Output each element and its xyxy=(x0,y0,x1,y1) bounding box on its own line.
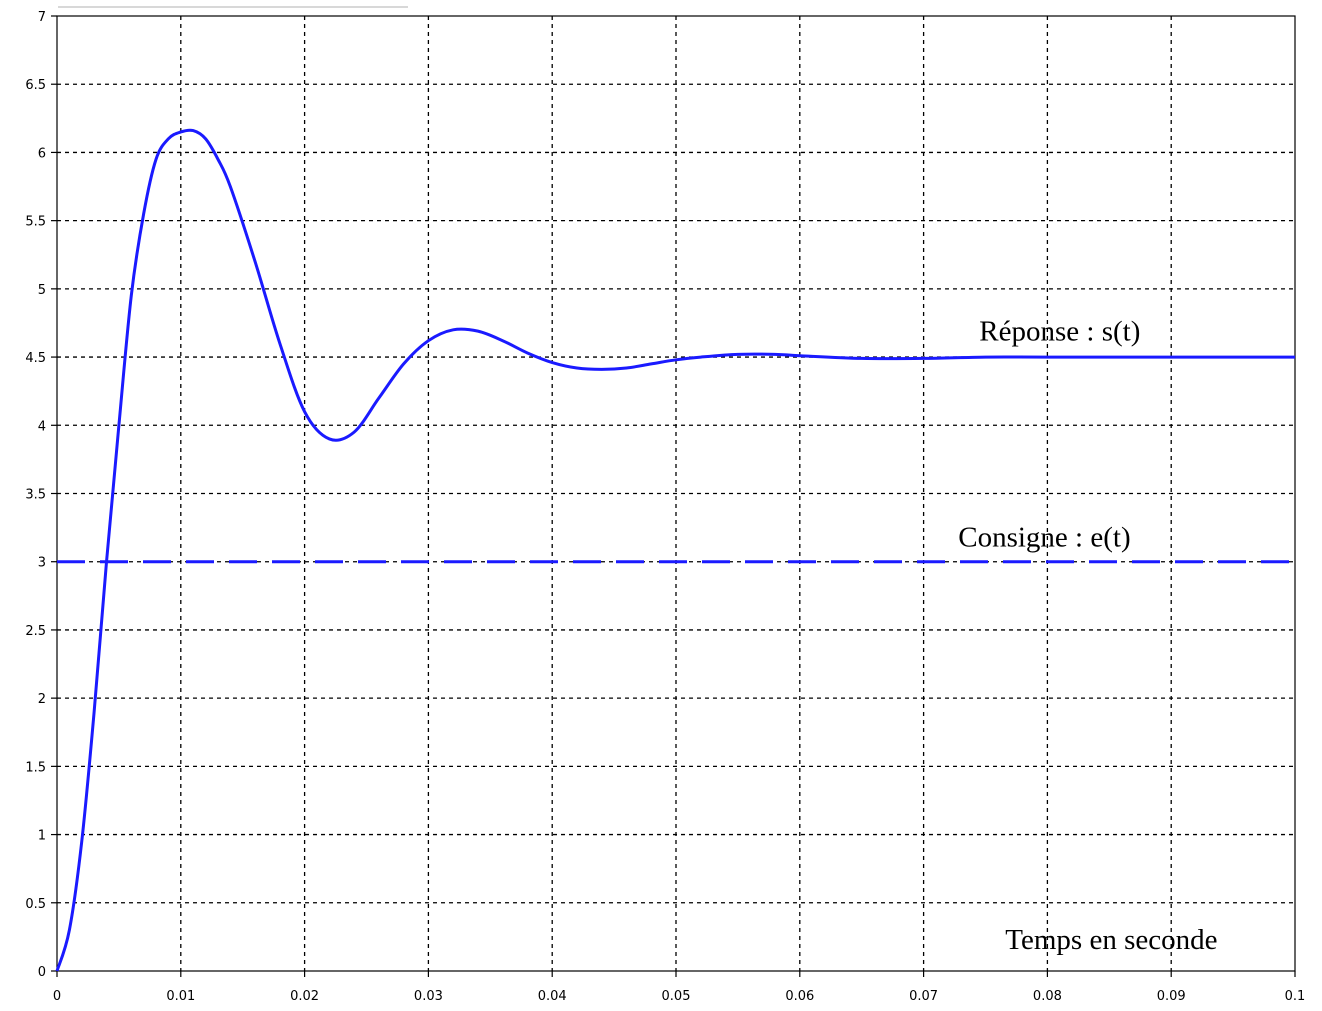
x-tick-label: 0.03 xyxy=(414,989,443,1004)
y-tick-label: 0 xyxy=(38,965,46,980)
y-tick-label: 5.5 xyxy=(25,215,46,230)
y-tick-label: 2 xyxy=(38,692,46,707)
x-tick-label: 0 xyxy=(53,989,61,1004)
x-tick-label: 0.08 xyxy=(1033,989,1062,1004)
annotation-time-axis: Temps en seconde xyxy=(1005,924,1217,956)
x-tick-label: 0.01 xyxy=(166,989,195,1004)
annotation-reponse: Réponse : s(t) xyxy=(979,316,1140,348)
y-tick-label: 4.5 xyxy=(25,351,46,366)
x-tick-label: 0.04 xyxy=(538,989,567,1004)
y-tick-label: 6.5 xyxy=(25,78,46,93)
y-tick-label: 6 xyxy=(38,146,46,161)
axis-ticks: 0 0.01 0.02 0.03 0.04 0.05 0.06 0.07 0.08 0.09 0.1… xyxy=(25,10,1305,1004)
x-tick-label: 0.05 xyxy=(662,989,691,1004)
annotation-consigne: Consigne : e(t) xyxy=(958,522,1130,554)
y-tick-label: 1 xyxy=(38,829,46,844)
x-tick-label: 0.09 xyxy=(1157,989,1186,1004)
x-tick-label: 0.1 xyxy=(1285,989,1306,1004)
x-tick-label: 0.07 xyxy=(909,989,938,1004)
y-tick-label: 5 xyxy=(38,283,46,298)
y-tick-label: 1.5 xyxy=(25,760,46,775)
y-tick-label: 0.5 xyxy=(25,897,46,912)
y-tick-label: 7 xyxy=(38,10,46,25)
annotations: Réponse : s(t) Consigne : e(t) Temps en se… xyxy=(958,316,1217,956)
y-tick-label: 3 xyxy=(38,556,46,571)
y-tick-label: 3.5 xyxy=(25,488,46,503)
series-layer xyxy=(55,128,1295,972)
response-series-line xyxy=(55,128,1295,972)
x-tick-label: 0.02 xyxy=(290,989,319,1004)
y-tick-label: 2.5 xyxy=(25,624,46,639)
y-tick-label: 4 xyxy=(38,419,46,434)
x-tick-label: 0.06 xyxy=(785,989,814,1004)
grid xyxy=(57,16,1295,971)
